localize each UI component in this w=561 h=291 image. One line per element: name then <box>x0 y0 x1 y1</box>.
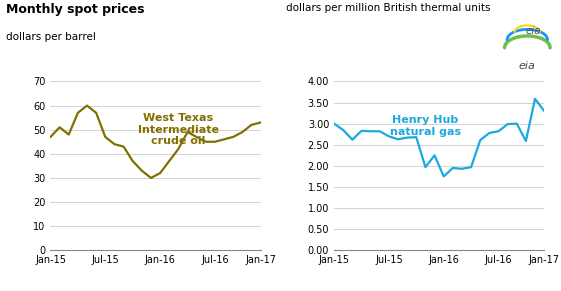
Text: dollars per million British thermal units: dollars per million British thermal unit… <box>286 3 491 13</box>
Text: eia: eia <box>526 26 541 36</box>
Text: eia: eia <box>519 61 536 71</box>
Text: dollars per barrel: dollars per barrel <box>6 32 95 42</box>
Text: West Texas
Intermediate
crude oil: West Texas Intermediate crude oil <box>138 113 219 146</box>
Text: Monthly spot prices: Monthly spot prices <box>6 3 144 16</box>
Text: Henry Hub
natural gas: Henry Hub natural gas <box>390 115 461 136</box>
